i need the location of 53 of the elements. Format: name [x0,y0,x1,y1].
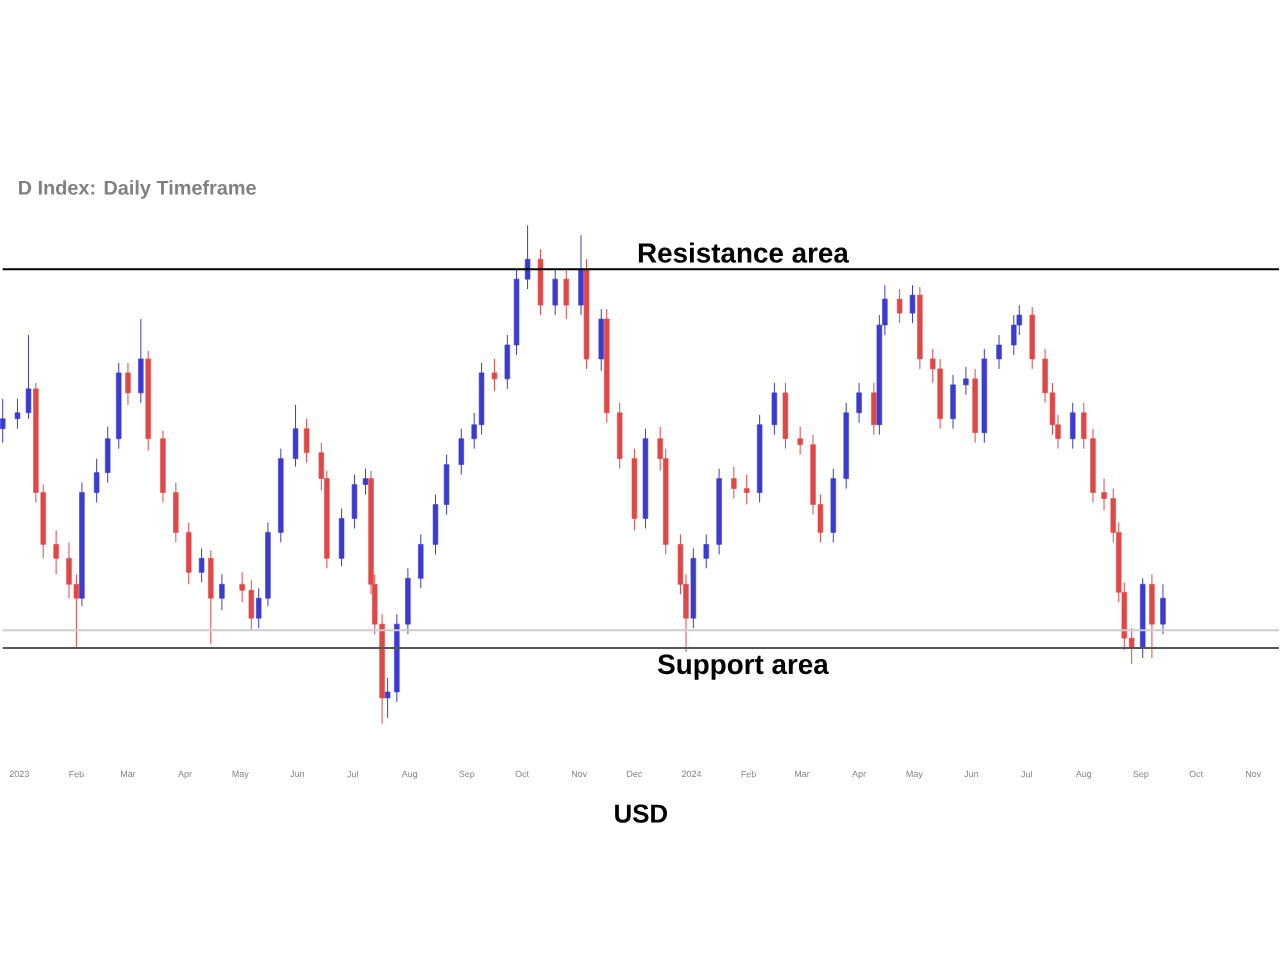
candlestick [563,269,569,320]
candlestick [303,418,310,464]
candlestick [0,398,6,444]
candlestick [443,454,450,516]
candlestick [1160,584,1166,636]
candlestick [25,334,32,420]
candlestick [950,374,956,430]
ref-line-label: Support area [657,654,829,681]
candlestick [616,402,623,470]
candlestick [871,382,877,436]
candlestick [198,548,205,584]
candlestick [338,508,345,568]
candlestick [1070,402,1076,450]
candlestick [105,426,111,484]
candlestick [351,474,358,530]
candlestick [14,398,21,430]
candlestick [173,482,179,544]
candlestick [138,318,144,404]
candlestick [782,382,789,450]
ref-line-label: Resistance area [638,242,849,264]
candlestick [125,362,131,406]
candlestick [362,468,369,496]
candlestick [1149,574,1155,659]
candlestick [524,225,531,291]
candlestick [66,542,72,600]
candlestick [458,428,464,476]
candlestick [856,382,862,424]
candlestick [405,568,411,636]
candlestick [896,289,903,324]
chart-title: D Index: Daily Timeframe [19,180,256,200]
candlestick [1029,307,1035,370]
candlestick [432,494,439,556]
candlestick [963,366,969,396]
candlestick [53,530,59,576]
candlestick [996,334,1002,370]
candlestick [292,404,299,468]
text: USD [615,804,668,824]
candlestick [552,269,558,316]
candlestick [186,522,192,586]
candlestick [598,308,604,372]
candlestick [703,534,709,570]
candlestick [537,249,544,316]
candlestick [771,382,778,436]
candlestick [797,426,803,456]
candlestick [744,474,750,506]
candlestick [208,550,214,646]
candlestick [418,534,424,590]
candlestick [731,466,737,500]
candlestick [219,574,225,612]
candlestick [93,458,100,504]
candlestick [909,285,916,324]
candlestick [491,358,498,392]
candlestick [578,235,584,316]
